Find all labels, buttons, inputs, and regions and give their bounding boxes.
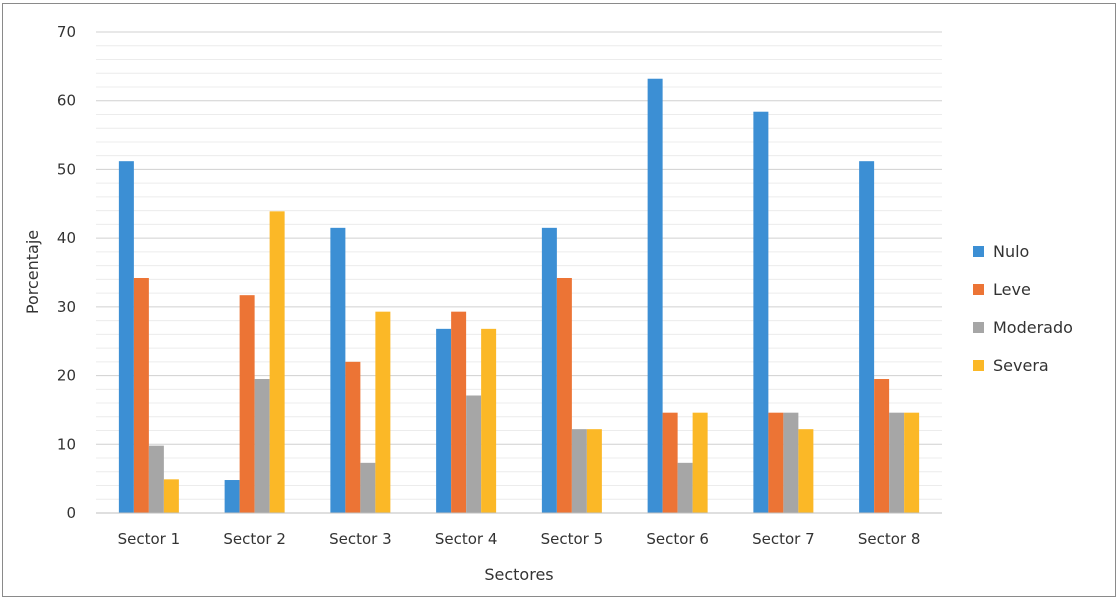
bar-severa-7 [798, 429, 814, 513]
x-tick-label: Sector 3 [329, 530, 392, 548]
bar-moderado-2 [254, 379, 270, 513]
x-axis-title: Sectores [484, 565, 553, 584]
bar-leve-7 [768, 412, 784, 513]
gridlines [96, 31, 942, 500]
y-tick-label: 0 [66, 504, 76, 522]
y-tick-label: 60 [57, 92, 76, 110]
bar-nulo-7 [753, 111, 769, 514]
y-tick-label: 20 [57, 367, 76, 385]
bar-severa-2 [269, 211, 285, 513]
bar-moderado-6 [677, 462, 693, 513]
bar-moderado-5 [571, 429, 587, 513]
x-tick-label: Sector 7 [752, 530, 815, 548]
y-tick-label: 40 [57, 229, 76, 247]
x-tick-label: Sector 2 [223, 530, 286, 548]
y-tick-label: 70 [57, 23, 76, 41]
bar-severa-4 [481, 328, 497, 513]
x-tick-label: Sector 5 [541, 530, 604, 548]
bar-leve-3 [345, 361, 361, 513]
x-tick-label: Sector 8 [858, 530, 921, 548]
y-axis-ticks: 0 10 20 30 40 50 60 70 [57, 23, 76, 522]
bar-leve-2 [239, 295, 255, 513]
x-tick-label: Sector 6 [646, 530, 709, 548]
bar-leve-8 [874, 379, 890, 513]
bar-moderado-8 [889, 412, 905, 513]
bar-severa-6 [692, 412, 708, 513]
x-axis-ticks: Sector 1 Sector 2 Sector 3 Sector 4 Sector 5… [118, 530, 921, 548]
legend-swatch-severa [973, 360, 984, 371]
bars [118, 78, 920, 514]
bar-nulo-6 [647, 78, 663, 514]
legend-label-severa: Severa [993, 356, 1049, 375]
bar-nulo-1 [118, 161, 134, 513]
bar-moderado-7 [783, 412, 799, 513]
bar-nulo-8 [859, 161, 875, 513]
legend-swatch-leve [973, 284, 984, 295]
y-tick-label: 30 [57, 298, 76, 316]
legend-label-moderado: Moderado [993, 318, 1073, 337]
bar-severa-1 [163, 479, 179, 513]
bar-nulo-4 [436, 328, 452, 513]
bar-leve-1 [133, 277, 149, 513]
bar-leve-5 [556, 277, 572, 513]
bar-moderado-4 [466, 395, 482, 513]
x-tick-label: Sector 1 [118, 530, 181, 548]
bar-severa-5 [586, 429, 602, 513]
y-tick-label: 10 [57, 435, 76, 453]
bar-nulo-3 [330, 227, 346, 514]
y-axis-title: Porcentaje [23, 230, 42, 314]
legend-label-leve: Leve [993, 280, 1031, 299]
bar-moderado-3 [360, 462, 376, 513]
bar-leve-4 [451, 311, 467, 513]
bar-moderado-1 [148, 445, 164, 513]
legend-swatch-moderado [973, 322, 984, 333]
y-tick-label: 50 [57, 160, 76, 178]
bar-nulo-2 [224, 480, 240, 513]
legend-swatch-nulo [973, 246, 984, 257]
legend: Nulo Leve Moderado Severa [973, 242, 1073, 375]
bar-leve-6 [662, 412, 678, 513]
bar-severa-8 [904, 412, 920, 513]
x-tick-label: Sector 4 [435, 530, 498, 548]
bar-nulo-5 [541, 227, 557, 514]
bar-severa-3 [375, 311, 391, 513]
legend-label-nulo: Nulo [993, 242, 1029, 261]
